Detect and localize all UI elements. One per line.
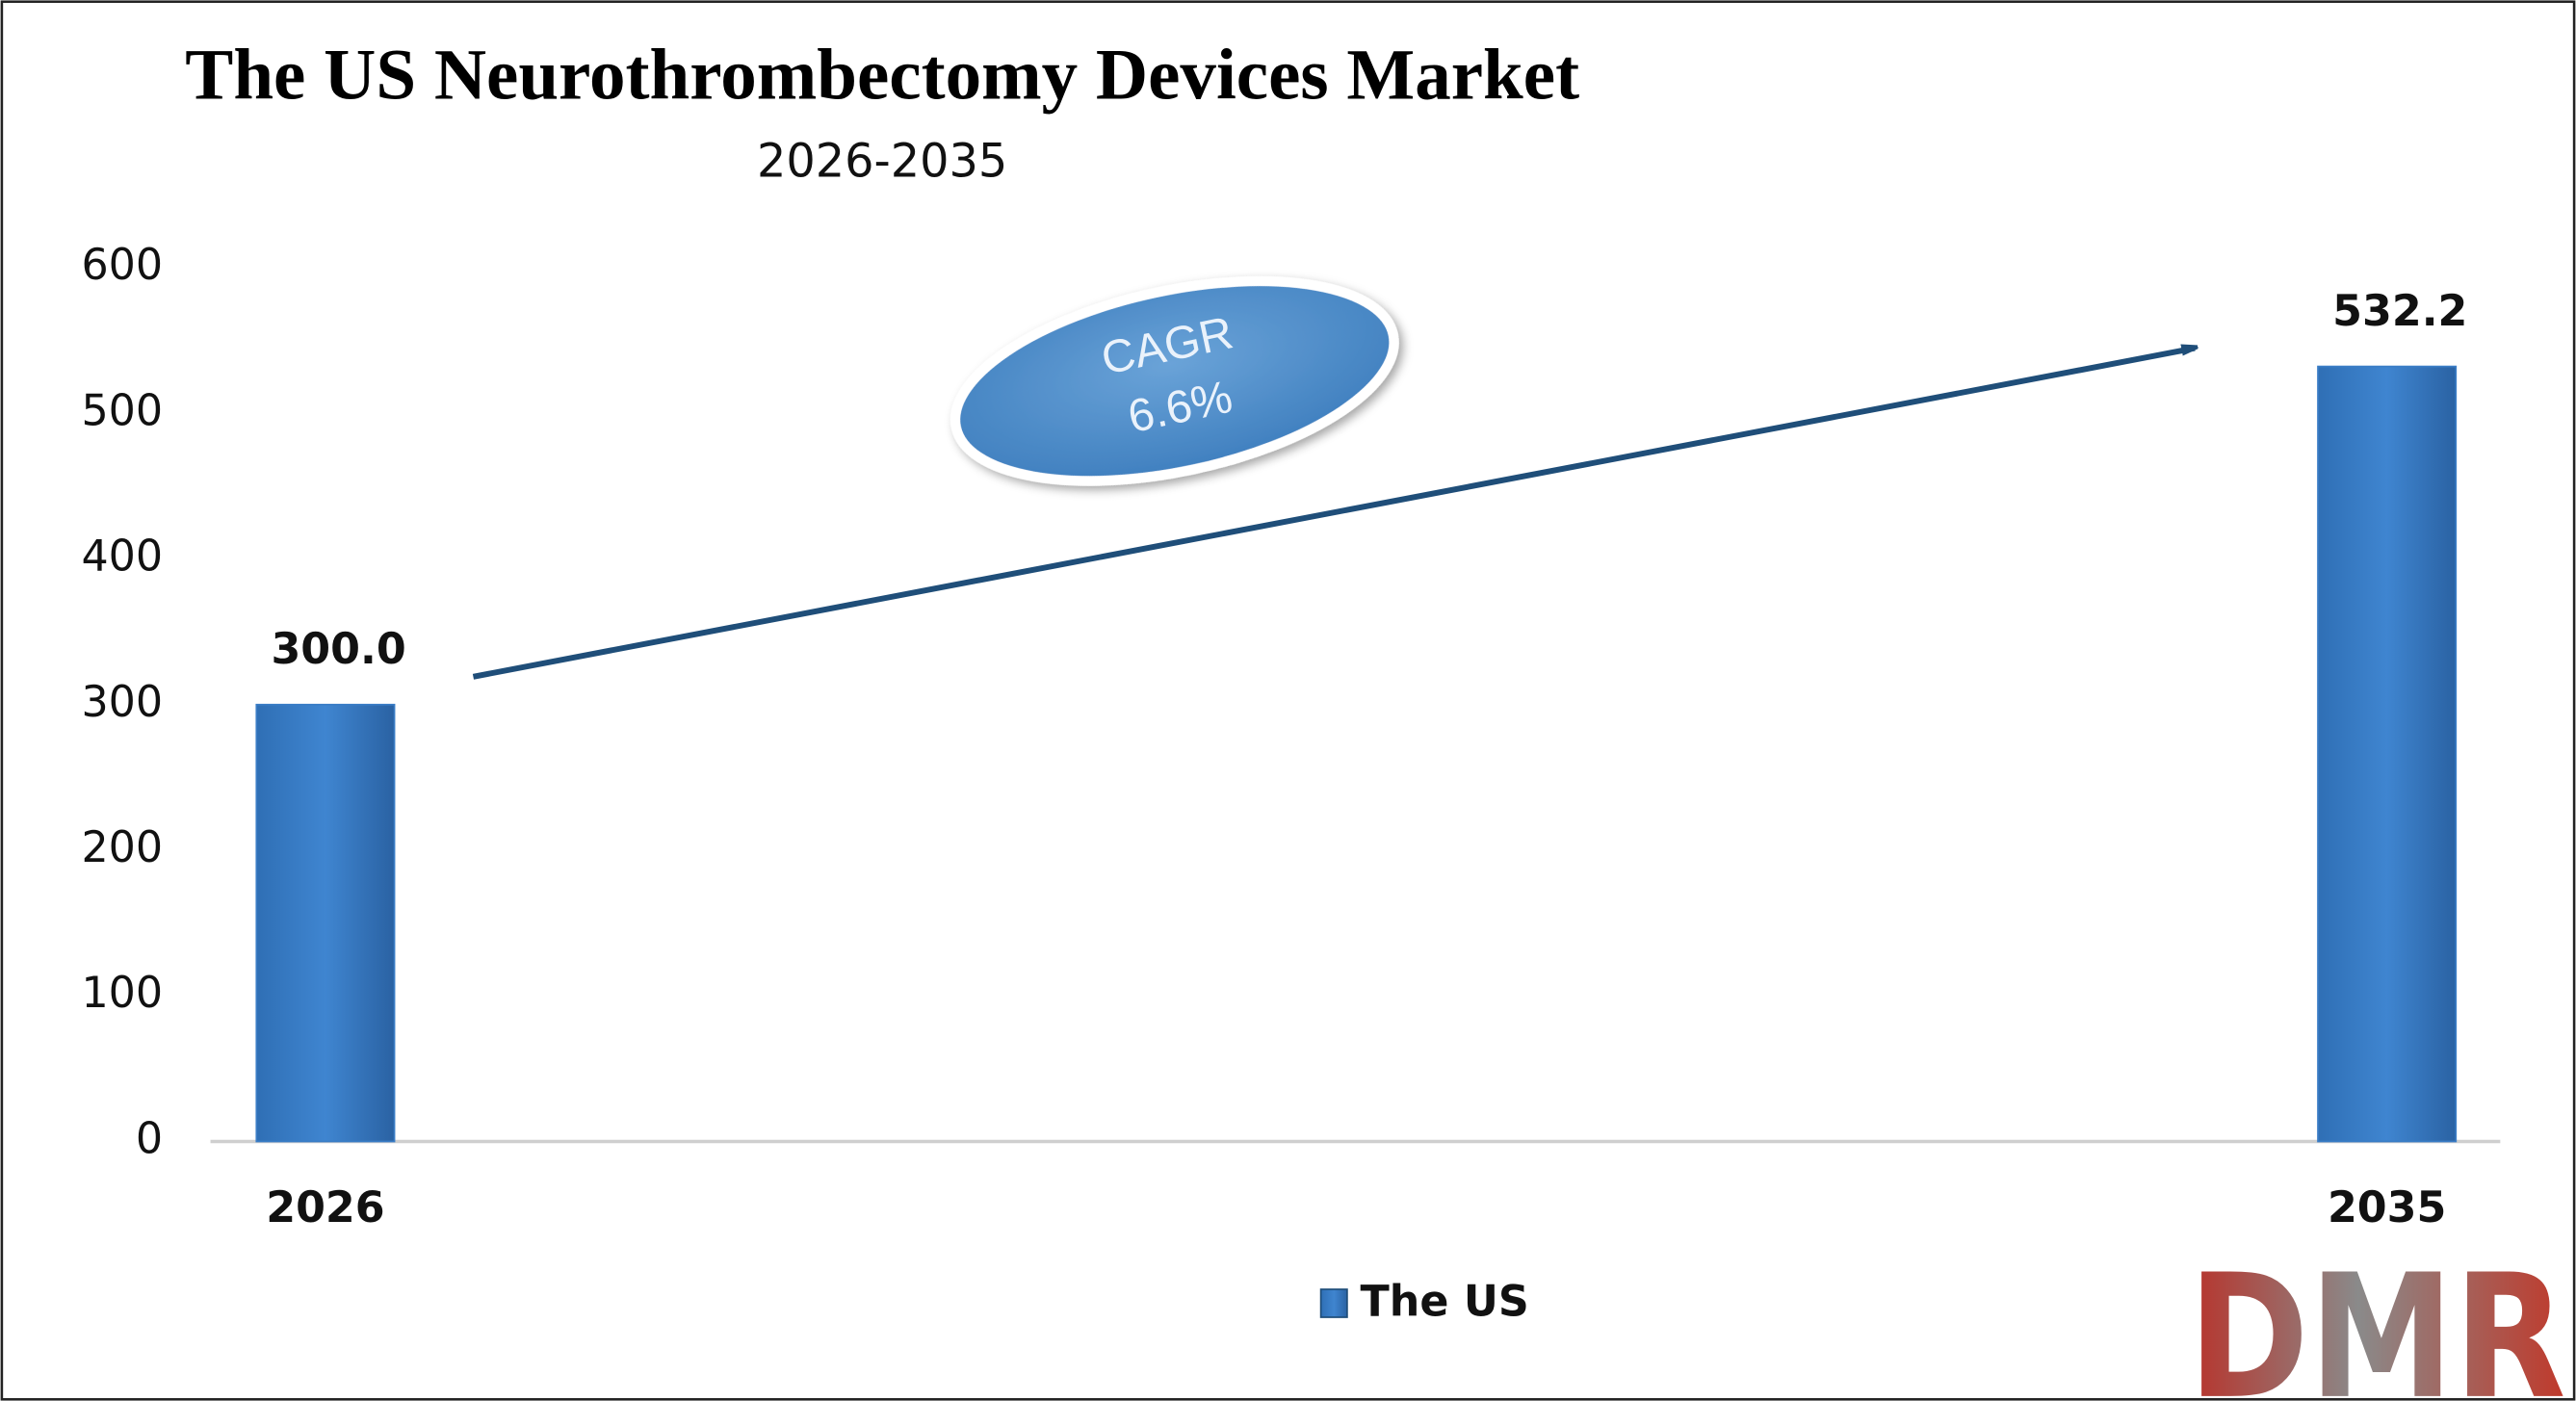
logo: DMR <box>2188 1237 2565 1401</box>
cagr-badge: CAGR 6.6% <box>950 275 1399 486</box>
y-tick-label: 600 <box>81 241 163 290</box>
chart-title: The US Neurothrombectomy Devices Market <box>185 36 1579 116</box>
x-tick-label: 2026 <box>266 1183 384 1232</box>
legend-label: The US <box>1361 1277 1529 1326</box>
y-tick-label: 0 <box>136 1114 163 1163</box>
bar <box>2317 365 2458 1143</box>
bar <box>255 703 396 1143</box>
x-tick-label: 2035 <box>2328 1183 2446 1232</box>
legend-swatch <box>1319 1288 1348 1318</box>
cagr-ellipse <box>950 275 1399 486</box>
trend-arrow <box>472 349 2195 680</box>
value-label: 300.0 <box>271 625 405 674</box>
y-tick-label: 300 <box>81 678 163 727</box>
y-tick-label: 100 <box>81 969 163 1018</box>
value-label: 532.2 <box>2332 287 2467 336</box>
chart-subtitle: 2026-2035 <box>757 136 1007 189</box>
y-tick-label: 200 <box>81 823 163 872</box>
y-tick-label: 500 <box>81 386 163 435</box>
y-tick-label: 400 <box>81 532 163 582</box>
